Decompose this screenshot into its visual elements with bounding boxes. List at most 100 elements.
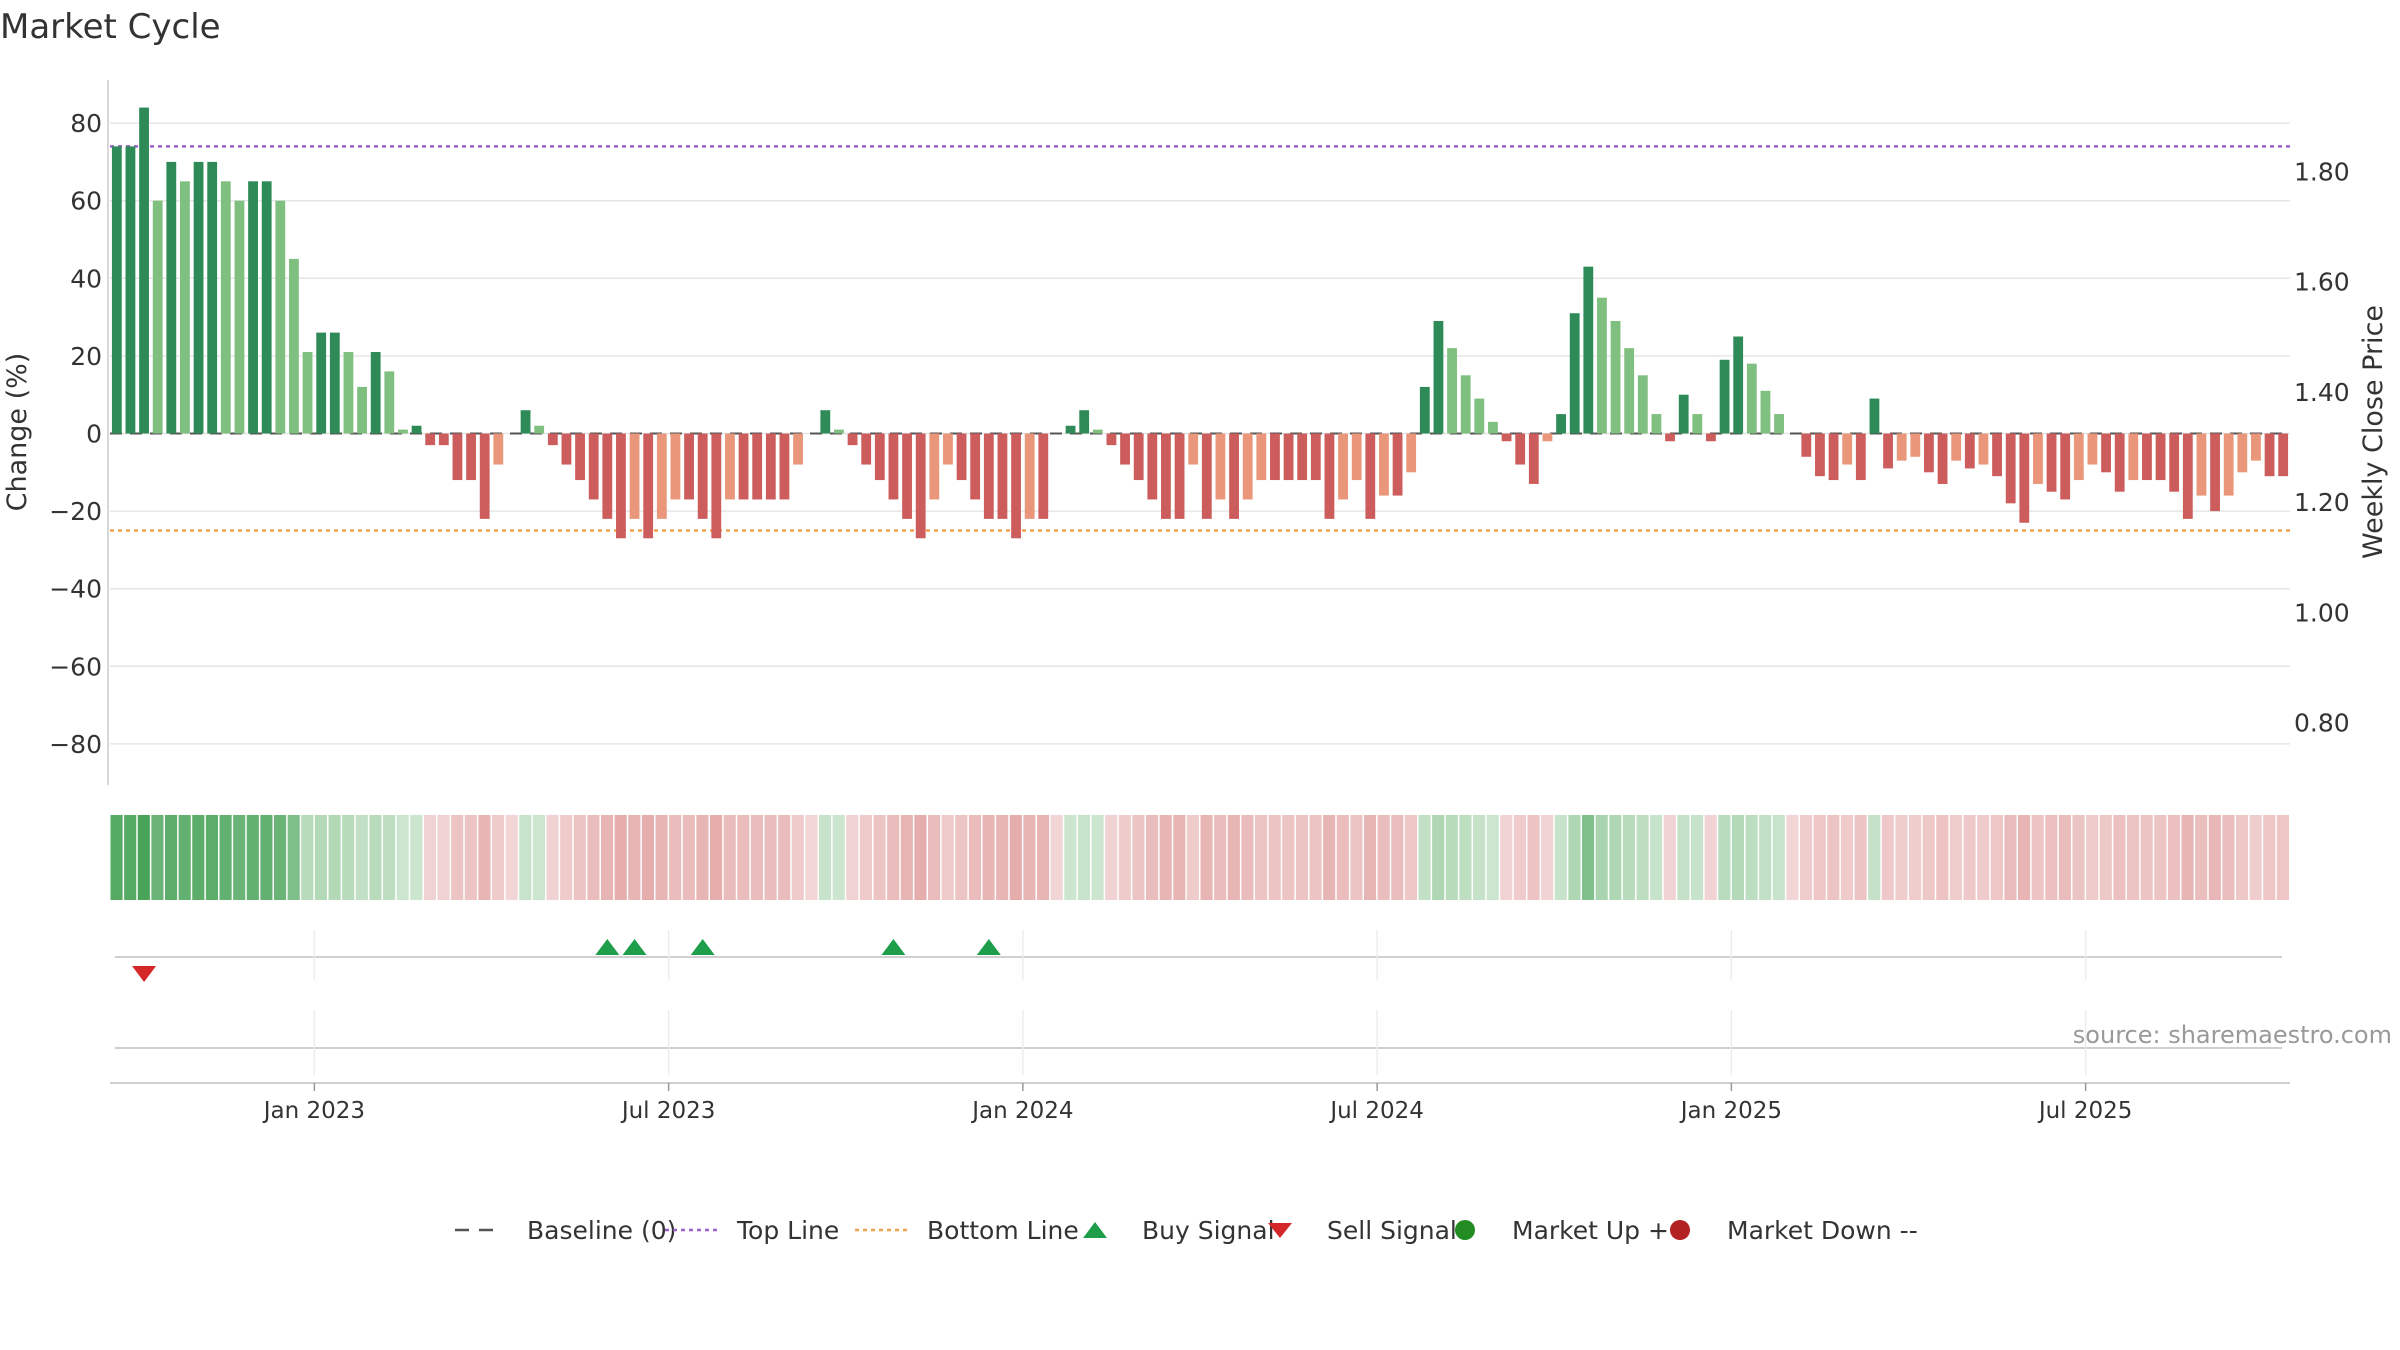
heat-cell <box>1214 815 1227 900</box>
heat-cell <box>546 815 559 900</box>
buy-signal-marker <box>622 939 647 955</box>
legend-label: Market Down -- <box>1727 1216 1918 1245</box>
bar <box>2073 433 2084 481</box>
heat-cell <box>1650 815 1663 900</box>
bar <box>1624 348 1635 434</box>
heat-cell <box>1895 815 1908 900</box>
heat-cell <box>260 815 273 900</box>
heat-cell <box>587 815 600 900</box>
bar <box>234 200 245 434</box>
heat-cell <box>601 815 614 900</box>
heat-cell <box>369 815 382 900</box>
heat-cell <box>1282 815 1295 900</box>
bar <box>1528 433 1539 484</box>
bar <box>1706 433 1716 442</box>
heat-cell <box>805 815 818 900</box>
heat-cell <box>233 815 246 900</box>
bar <box>125 146 136 434</box>
sell-signal-marker <box>132 966 157 982</box>
bar <box>765 433 776 500</box>
bar <box>1147 433 1158 500</box>
x-tick-label: Jan 2025 <box>1679 1098 1782 1124</box>
heat-cell <box>1704 815 1717 900</box>
bar <box>616 433 626 539</box>
heat-cell <box>1759 815 1772 900</box>
bar <box>220 181 231 434</box>
bar <box>1583 266 1594 434</box>
bar <box>656 433 667 519</box>
bar <box>997 433 1008 519</box>
heat-cell <box>982 815 995 900</box>
x-tick-label: Jan 2024 <box>970 1098 1073 1124</box>
bar <box>970 433 981 500</box>
heat-cell <box>641 815 654 900</box>
heat-cell <box>1159 815 1172 900</box>
y-tick-label: −80 <box>49 730 102 759</box>
heat-cell <box>1691 815 1704 900</box>
bar <box>438 433 449 446</box>
bar <box>1924 433 1934 473</box>
bar <box>466 433 476 481</box>
bar <box>983 433 994 519</box>
bar <box>1201 433 1212 519</box>
bar <box>1992 433 2002 477</box>
bar <box>834 429 844 434</box>
heat-cell <box>1963 815 1976 900</box>
legend-label: Baseline (0) <box>527 1216 676 1245</box>
bar <box>793 433 803 465</box>
bar <box>316 332 327 434</box>
bar <box>1365 433 1376 519</box>
heat-cell <box>178 815 191 900</box>
bar <box>207 161 218 434</box>
heat-cell <box>2154 815 2167 900</box>
bar <box>1011 433 1021 539</box>
bar <box>1719 359 1730 434</box>
heat-cell <box>791 815 804 900</box>
bar <box>643 433 654 539</box>
heat-cell <box>737 815 750 900</box>
bar <box>1651 414 1662 434</box>
legend-label: Sell Signal <box>1327 1216 1457 1245</box>
bar <box>425 433 436 446</box>
bar <box>1665 433 1675 442</box>
bar <box>1896 433 1907 461</box>
heat-cell <box>941 815 954 900</box>
heat-cell <box>2045 815 2058 900</box>
bar <box>1242 433 1253 500</box>
heat-cell <box>1323 815 1336 900</box>
heat-cell <box>355 815 368 900</box>
y2-tick-label: 1.00 <box>2294 598 2350 627</box>
bar <box>684 433 694 500</box>
heat-cell <box>492 815 505 900</box>
heat-cell <box>1718 815 1731 900</box>
bar <box>1065 425 1076 434</box>
bar <box>1515 433 1526 465</box>
heat-cell <box>2236 815 2249 900</box>
bar <box>915 433 926 539</box>
bar <box>1869 398 1880 434</box>
heat-cell <box>192 815 205 900</box>
heat-cell <box>1391 815 1404 900</box>
bar <box>1433 320 1444 434</box>
heat-cell <box>342 815 355 900</box>
heat-cell <box>1636 815 1649 900</box>
bar <box>2237 433 2248 473</box>
bar <box>929 433 940 500</box>
bar <box>2210 433 2220 512</box>
bar <box>888 433 899 500</box>
bar <box>1092 429 1103 434</box>
heat-cell <box>560 815 573 900</box>
bar <box>902 433 912 519</box>
bar <box>329 332 340 434</box>
heat-cell <box>1268 815 1281 900</box>
bar <box>1297 433 1308 481</box>
bar <box>1746 363 1757 434</box>
bar <box>1283 433 1294 481</box>
heat-cell <box>764 815 777 900</box>
heat-cell <box>1132 815 1145 900</box>
heat-cell <box>1486 815 1499 900</box>
bar <box>1556 414 1566 434</box>
heat-cell <box>628 815 641 900</box>
heat-cell <box>451 815 464 900</box>
